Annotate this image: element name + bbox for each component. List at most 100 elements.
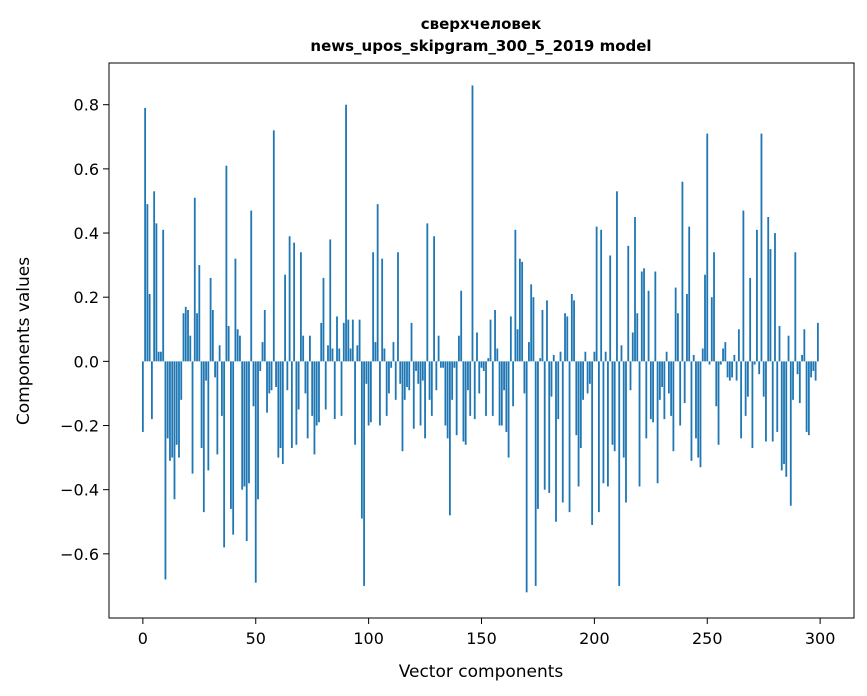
bar [686,293,688,362]
bar [681,181,684,362]
bar [406,361,408,388]
bar [496,348,499,362]
bar [390,361,393,368]
y-tick-label: 0.8 [74,96,99,115]
bar [746,361,749,397]
bar [148,293,151,362]
bar [677,313,679,362]
bar [713,252,715,362]
bar [408,361,411,391]
bar [557,361,560,420]
bar [356,345,359,362]
bar [329,239,332,362]
bar [672,361,675,452]
bar [410,322,413,362]
bar [189,335,192,362]
bar [241,361,244,490]
bar [688,226,691,362]
bar [595,226,598,362]
bar [548,361,551,493]
bar [376,204,379,362]
bar [575,361,578,436]
bar [631,332,634,362]
bar [175,361,178,445]
bar [169,361,171,461]
bar [634,216,636,362]
bar [760,133,763,362]
bar [706,133,709,362]
bar [379,361,381,426]
bar [345,104,347,362]
bar [351,319,354,362]
bar [232,361,235,535]
bar [559,351,562,362]
bar [430,361,433,416]
chart-subtitle: news_upos_skipgram_300_5_2019 model [310,37,651,55]
bar [482,361,485,371]
bar [442,361,445,368]
bar [340,361,343,416]
bar [178,361,180,458]
bar [250,210,253,362]
bar [692,354,695,362]
bar [160,351,162,362]
bar [543,361,546,490]
bar [205,361,207,381]
bar [374,342,377,362]
bar [663,361,666,420]
bar [658,361,661,400]
bar [446,361,449,439]
bar [810,361,813,378]
bar [365,361,368,384]
bar [320,322,323,362]
bar [514,229,517,362]
bar [758,361,761,375]
bar [611,361,614,445]
bar [699,361,702,468]
bar [358,319,361,362]
bar [399,361,402,384]
bar [173,361,176,500]
bar [697,361,700,458]
bar [505,361,508,432]
bar [469,361,472,416]
bar [518,258,521,362]
bar [523,361,526,394]
y-axis: −0.6 −0.4 −0.2 0.0 0.2 0.4 0.6 0.8 [60,96,109,564]
bar [363,361,366,586]
bar [331,348,334,362]
bar [798,361,801,404]
bar [579,361,582,448]
bar [649,361,652,420]
bar [582,361,584,400]
bar [322,277,325,362]
x-tick-label: 250 [692,629,723,648]
bar [333,361,336,420]
bar [643,268,645,362]
bar [302,335,305,362]
bar [778,326,781,362]
bar [733,354,736,362]
bar [218,345,221,362]
bar [593,351,596,362]
bar [342,322,345,362]
bar [629,361,632,391]
bar [796,361,799,375]
bar [236,329,239,362]
bar [403,361,406,400]
bar [710,297,713,362]
bar [252,361,255,407]
bar [498,361,501,426]
bar [182,313,185,362]
bar [591,361,594,525]
bar [530,284,533,362]
bar [503,361,505,391]
bar [254,361,257,583]
bar [223,361,226,548]
bar [618,361,621,586]
bar [600,229,603,362]
bar [604,351,607,362]
bar [704,274,706,362]
bar [751,361,754,448]
bar [740,361,743,439]
